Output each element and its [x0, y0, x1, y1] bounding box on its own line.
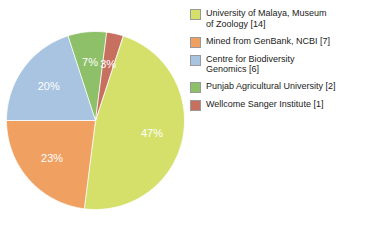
svg-text:3%: 3% [100, 58, 116, 70]
html-text:Mined from GenBank, NCBI [7]: Mined from GenBank, NCBI [7] [206, 35, 331, 46]
svg-text:23%: 23% [41, 152, 63, 164]
html-text:Wellcome Sanger Institute [1]: Wellcome Sanger Institute [1] [206, 99, 324, 110]
html-text:University of Malaya, Museum o: University of Malaya, Museum of Zoology … [206, 8, 327, 29]
svg-text:20%: 20% [38, 80, 60, 92]
svg-text:7%: 7% [82, 56, 98, 68]
html-text:Punjab Agricultural University: Punjab Agricultural University [2] [206, 81, 336, 92]
svg-text:47%: 47% [141, 127, 163, 139]
html-text:Centre for Biodiversity Genomi: Centre for Biodiversity Genomics [6] [206, 53, 295, 75]
